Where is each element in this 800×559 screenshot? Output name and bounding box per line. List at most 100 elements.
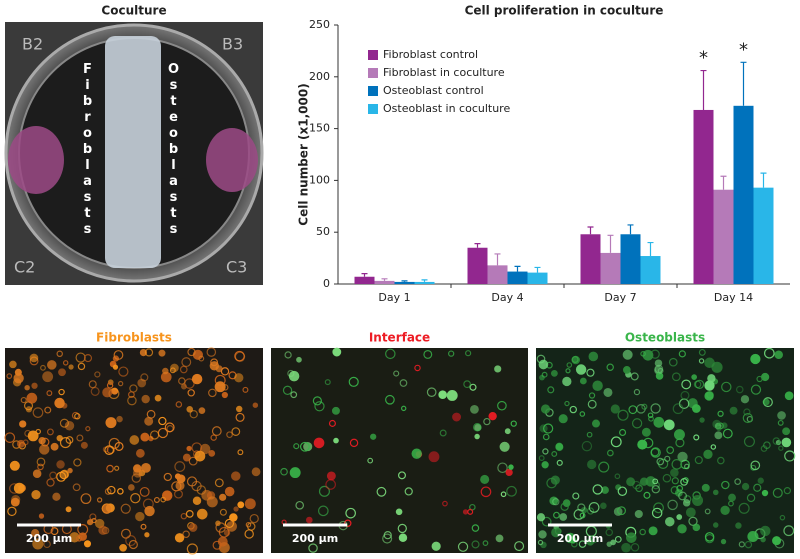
cell (114, 441, 124, 451)
cell (556, 459, 563, 466)
cell (592, 484, 603, 495)
cell (648, 415, 654, 422)
cell (668, 357, 678, 367)
cell (678, 350, 686, 358)
cell (483, 417, 491, 426)
cell (161, 490, 173, 501)
cell (9, 360, 17, 369)
cell (180, 512, 188, 520)
cell (693, 434, 700, 441)
cell (763, 441, 771, 450)
cell (318, 485, 330, 497)
cell (642, 349, 654, 361)
cell (234, 373, 244, 383)
photo-label: Fibroblasts (80, 62, 95, 238)
medium-left (8, 126, 64, 194)
cell (59, 418, 69, 428)
cell (68, 364, 74, 370)
cell (214, 478, 224, 488)
cell (463, 380, 472, 389)
cell (328, 419, 336, 427)
cell (73, 458, 82, 467)
cell (187, 389, 195, 397)
y-axis-label: Cell number (x1,000) (297, 83, 311, 225)
cell (641, 427, 651, 437)
cell (614, 535, 622, 543)
cell (332, 347, 342, 357)
cell (399, 379, 408, 387)
medium-right (206, 128, 258, 192)
cell (20, 396, 27, 404)
cell (552, 498, 560, 506)
cell (46, 390, 53, 397)
cell (141, 462, 151, 473)
bar (693, 109, 714, 285)
cell (742, 412, 753, 424)
cell (131, 473, 142, 483)
micrograph-title: Fibroblasts (96, 331, 172, 345)
cell (326, 471, 336, 481)
cell (83, 540, 92, 548)
cell (13, 482, 25, 494)
cell (508, 464, 514, 470)
cell (25, 406, 33, 413)
cell (650, 403, 661, 414)
cell (670, 468, 679, 477)
cell (784, 450, 796, 462)
cell (614, 473, 621, 480)
cell (692, 523, 701, 532)
cell (717, 456, 725, 465)
cell (762, 398, 770, 406)
cell (777, 419, 784, 426)
cell (245, 521, 252, 528)
cell (76, 434, 84, 442)
cell (587, 459, 597, 470)
cell (655, 372, 664, 380)
cell (181, 357, 192, 368)
cell (772, 536, 782, 546)
cell (293, 443, 300, 450)
cell (562, 376, 572, 387)
cell (546, 477, 557, 489)
cell (106, 382, 114, 389)
cell (617, 506, 626, 516)
cell (626, 477, 636, 487)
error-bar (534, 266, 541, 273)
cell (746, 493, 756, 503)
cell (158, 349, 166, 357)
cell (579, 512, 586, 519)
cell (554, 527, 562, 535)
cell (699, 417, 705, 423)
cell (452, 412, 462, 422)
cell (564, 400, 570, 407)
cell (606, 363, 614, 371)
error-bar (494, 253, 501, 266)
cell (772, 437, 781, 445)
cell (162, 367, 169, 375)
cell (106, 464, 114, 473)
cell (698, 348, 706, 356)
cell (747, 530, 759, 543)
x-tick-label: Day 7 (604, 291, 636, 304)
cell (598, 461, 610, 473)
cell (376, 486, 387, 497)
cell (782, 427, 791, 436)
cell (500, 491, 507, 498)
cell (175, 481, 185, 491)
cell (634, 509, 643, 519)
cell (470, 404, 479, 414)
cell (495, 534, 504, 543)
cell (108, 437, 120, 449)
cell (565, 368, 571, 374)
cell (46, 428, 54, 436)
cell (174, 533, 185, 543)
cell (9, 460, 20, 471)
cell (219, 508, 227, 516)
cell (734, 478, 741, 485)
cell (47, 360, 57, 370)
cell (633, 388, 641, 396)
y-tick-label: 150 (309, 122, 330, 135)
legend-swatch (368, 50, 378, 60)
